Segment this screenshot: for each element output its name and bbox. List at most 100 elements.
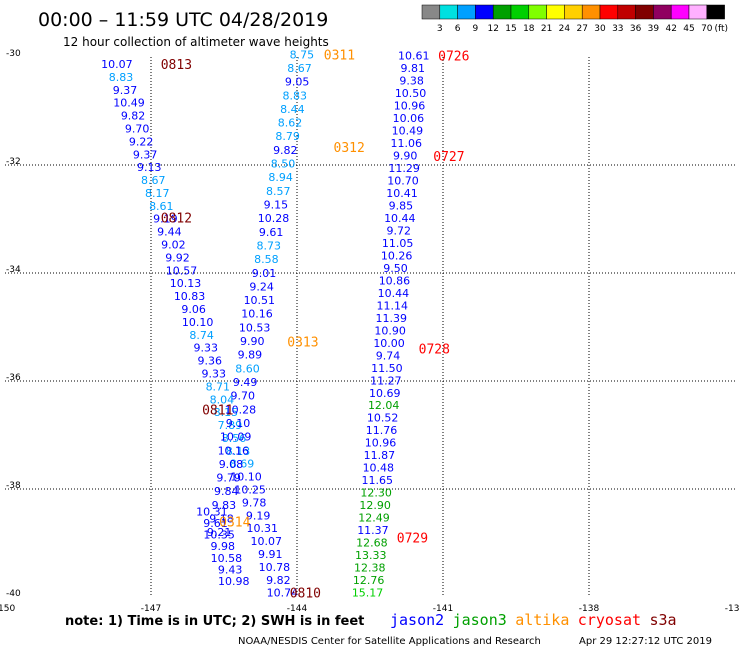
time-label: 0812 — [161, 211, 192, 226]
x-tick-label: -141 — [433, 604, 453, 614]
colorbar-swatch — [546, 4, 565, 20]
wave-value-jason2: 10.49 — [392, 124, 424, 137]
wave-value-altika: 8.60 — [235, 362, 260, 375]
wave-value-s3a: 9.44 — [157, 226, 182, 239]
wave-value-jason2: 10.90 — [374, 324, 406, 337]
colorbar-label: 45 — [683, 24, 694, 34]
wave-value-s3a: 9.92 — [165, 251, 190, 264]
colorbar-swatch — [599, 4, 619, 20]
wave-value-altika: 9.82 — [273, 144, 298, 157]
wave-value-jason2: 10.52 — [367, 412, 399, 425]
wave-value-jason2: 11.27 — [370, 374, 402, 387]
wave-value-altika: 10.53 — [239, 321, 271, 334]
time-label: 0313 — [287, 336, 318, 351]
wave-value-s3a: 9.19 — [246, 509, 271, 522]
wave-value-s3a: 10.57 — [166, 264, 198, 277]
wave-value-s3a: 9.06 — [181, 303, 206, 316]
colorbar-swatch — [635, 4, 654, 20]
colorbar-swatch — [528, 4, 547, 20]
colorbar-label: 9 — [473, 24, 479, 34]
colorbar-label: 27 — [576, 24, 587, 34]
wave-value-jason2: 9.81 — [400, 62, 425, 75]
wave-value-jason2: 12.68 — [356, 537, 388, 550]
wave-value-s3a: 8.83 — [109, 71, 134, 84]
wave-value-s3a: 9.70 — [125, 122, 150, 135]
wave-value-s3a: 8.13 — [226, 445, 251, 458]
wave-value-s3a: 9.37 — [133, 148, 158, 161]
wave-value-jason2: 11.39 — [375, 312, 407, 325]
wave-value-s3a: 10.10 — [230, 471, 262, 484]
wave-value-s3a: 8.61 — [149, 200, 174, 213]
wave-value-s3a: 9.82 — [266, 574, 291, 587]
wave-value-s3a: 8.56 — [222, 432, 247, 445]
colorbar-swatch — [421, 4, 441, 20]
wave-value-jason2: 15.17 — [352, 587, 384, 600]
colorbar-swatch — [457, 4, 476, 20]
wave-value-altika: 8.94 — [268, 171, 293, 184]
x-tick-label: -135 — [725, 604, 740, 614]
wave-value-altika: 9.83 — [212, 499, 237, 512]
wave-value-cryosat: 9.43 — [218, 563, 243, 576]
wave-value-s3a: 9.82 — [121, 110, 146, 123]
wave-value-cryosat: 9.98 — [211, 540, 236, 553]
wave-value-jason2: 10.06 — [393, 112, 425, 125]
wave-value-jason2: 9.85 — [389, 199, 414, 212]
time-label: 0311 — [324, 48, 355, 63]
wave-value-altika: 9.05 — [285, 76, 310, 89]
wave-value-jason2: 9.72 — [386, 224, 411, 237]
wave-value-altika: 9.15 — [264, 198, 289, 211]
wave-value-altika: 9.79 — [216, 472, 241, 485]
wave-value-altika: 9.01 — [252, 267, 277, 280]
wave-value-s3a: 7.89 — [218, 419, 243, 432]
wave-value-s3a: 10.74 — [267, 587, 299, 600]
colorbar-label: 36 — [630, 24, 642, 34]
wave-value-s3a: 8.69 — [230, 458, 255, 471]
wave-value-jason2: 10.96 — [365, 437, 397, 450]
wave-value-jason2: 11.76 — [366, 424, 398, 437]
wave-value-altika: 8.50 — [271, 158, 296, 171]
wave-value-cryosat: 9.61 — [203, 517, 228, 530]
note-text: note: 1) Time is in UTC; 2) SWH is in fe… — [65, 614, 364, 629]
time-label: 0729 — [397, 532, 428, 547]
wave-value-altika: 8.44 — [280, 103, 305, 116]
x-tick-label: -147 — [141, 604, 161, 614]
wave-value-jason2: 11.06 — [391, 137, 423, 150]
wave-value-jason2: 13.33 — [355, 549, 387, 562]
colorbar-label: 15 — [505, 24, 516, 34]
wave-value-s3a: 10.78 — [259, 561, 291, 574]
colorbar-swatch — [688, 4, 708, 20]
wave-value-s3a: 10.07 — [101, 58, 133, 71]
colorbar-label: 42 — [665, 24, 676, 34]
wave-value-altika: 9.61 — [259, 226, 284, 239]
satellite-legend: jason2 jason3 altika cryosat s3a — [390, 611, 677, 629]
wave-value-altika: 8.75 — [290, 48, 315, 61]
wave-value-altika: 9.24 — [249, 280, 274, 293]
wave-value-s3a: 9.19 — [153, 213, 178, 226]
legend-jason3: jason3 — [453, 611, 507, 629]
wave-value-altika: 10.28 — [225, 403, 257, 416]
wave-value-jason2: 11.50 — [371, 362, 403, 375]
wave-value-s3a: 8.15 — [214, 406, 239, 419]
wave-value-s3a: 9.37 — [113, 84, 138, 97]
colorbar-label: 3 — [437, 24, 443, 34]
colorbar-swatch — [439, 4, 458, 20]
wave-value-jason2: 11.87 — [364, 449, 396, 462]
y-tick-label: -40 — [6, 589, 21, 599]
wave-value-cryosat: 10.31 — [196, 506, 228, 519]
wave-value-jason2: 11.65 — [361, 474, 393, 487]
colorbar-label: 33 — [612, 24, 623, 34]
chart-title: 00:00 – 11:59 UTC 04/28/2019 — [38, 9, 328, 31]
x-tick-label: -138 — [579, 604, 600, 614]
wave-value-altika: 9.70 — [231, 390, 256, 403]
pass-time-labels: 0813 0812 0811 0810 0311 0312 0313 0314 0726 0727… — [161, 48, 470, 601]
wave-value-altika: 8.79 — [275, 130, 300, 143]
wave-value-altika: 10.16 — [241, 308, 273, 321]
wave-value-jason2: 10.44 — [384, 212, 416, 225]
wave-value-jason2: 11.37 — [357, 524, 389, 537]
wave-value-altika: 9.10 — [226, 417, 251, 430]
colorbar-swatch — [492, 4, 512, 20]
wave-value-s3a: 10.31 — [246, 522, 278, 535]
wave-value-jason2: 9.38 — [399, 74, 424, 87]
wave-value-altika: 8.83 — [283, 89, 308, 102]
wave-value-s3a: 10.49 — [113, 97, 145, 110]
